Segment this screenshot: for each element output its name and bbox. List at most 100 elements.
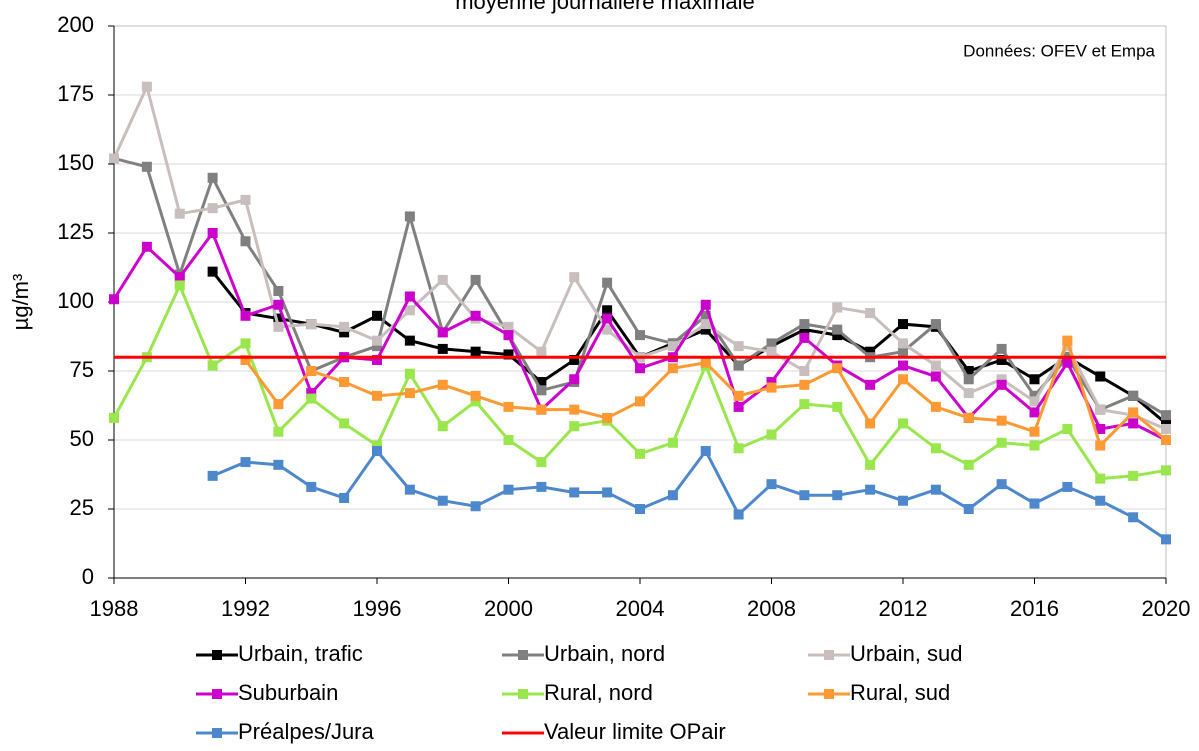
point	[141, 161, 152, 172]
y-tick-label: 75	[70, 357, 94, 382]
point	[898, 374, 908, 385]
point	[766, 429, 777, 440]
point	[273, 285, 284, 296]
y-tick-label: 25	[70, 495, 94, 520]
point	[963, 412, 974, 423]
point	[930, 401, 941, 412]
point	[799, 324, 810, 335]
point	[865, 379, 876, 390]
legend-label: Préalpes/Jura	[238, 719, 375, 744]
point	[930, 319, 941, 330]
point	[503, 349, 514, 360]
point	[667, 490, 678, 501]
y-tick-label: 100	[57, 288, 94, 313]
legend-marker	[212, 650, 222, 660]
point	[700, 324, 711, 335]
x-tick-label: 2012	[879, 596, 928, 621]
point	[1128, 512, 1139, 523]
point	[1029, 374, 1040, 385]
point	[1161, 423, 1171, 434]
point	[569, 421, 580, 432]
point	[240, 457, 251, 468]
point	[733, 341, 744, 352]
legend-marker	[212, 689, 222, 699]
point	[470, 390, 481, 401]
point	[1029, 407, 1040, 418]
point	[700, 357, 711, 368]
point	[733, 443, 744, 454]
point	[536, 481, 547, 492]
point	[404, 211, 415, 222]
point	[273, 426, 284, 437]
point	[109, 294, 119, 305]
point	[865, 459, 876, 470]
point	[1161, 435, 1171, 445]
point	[1095, 404, 1106, 415]
point	[1029, 440, 1040, 451]
point	[437, 421, 448, 432]
y-tick-label: 175	[57, 81, 94, 106]
point	[1095, 495, 1106, 506]
legend-marker	[824, 689, 834, 699]
point	[503, 401, 514, 412]
point	[536, 377, 547, 388]
y-tick-label: 125	[57, 219, 94, 244]
point	[635, 448, 645, 459]
point	[898, 418, 908, 429]
point	[1161, 465, 1171, 476]
point	[470, 310, 481, 321]
point	[832, 401, 843, 412]
point	[733, 390, 744, 401]
point	[372, 341, 382, 352]
point	[372, 446, 382, 457]
point	[733, 509, 744, 520]
point	[766, 346, 777, 357]
point	[503, 484, 514, 495]
point	[437, 379, 448, 390]
point	[602, 305, 613, 316]
point	[930, 360, 941, 371]
point	[339, 321, 350, 332]
point	[1095, 440, 1106, 451]
point	[766, 479, 777, 490]
point	[930, 371, 941, 382]
point	[372, 310, 382, 321]
point	[865, 346, 876, 357]
point	[996, 479, 1007, 490]
x-tick-label: 2004	[616, 596, 665, 621]
point	[437, 495, 448, 506]
point	[306, 319, 317, 330]
point	[996, 343, 1007, 354]
point	[109, 153, 119, 164]
point	[141, 81, 152, 92]
x-tick-label: 1996	[353, 596, 402, 621]
point	[930, 484, 941, 495]
y-tick-label: 0	[82, 564, 94, 589]
legend-marker	[212, 728, 222, 738]
point	[1128, 470, 1139, 481]
point	[602, 313, 613, 324]
point	[569, 374, 580, 385]
point	[306, 393, 317, 404]
point	[1029, 498, 1040, 509]
point	[898, 319, 908, 330]
point	[996, 354, 1007, 365]
point	[1062, 341, 1073, 352]
point	[207, 470, 218, 481]
point	[174, 272, 185, 283]
point	[372, 354, 382, 365]
point	[1161, 418, 1171, 429]
point	[799, 319, 810, 330]
point	[569, 404, 580, 415]
point	[799, 399, 810, 410]
point	[1062, 481, 1073, 492]
point	[404, 368, 415, 379]
point	[832, 330, 843, 341]
point	[799, 366, 810, 376]
point	[1095, 473, 1106, 484]
point	[1062, 357, 1073, 368]
point	[273, 399, 284, 410]
point	[930, 443, 941, 454]
point	[700, 310, 711, 321]
